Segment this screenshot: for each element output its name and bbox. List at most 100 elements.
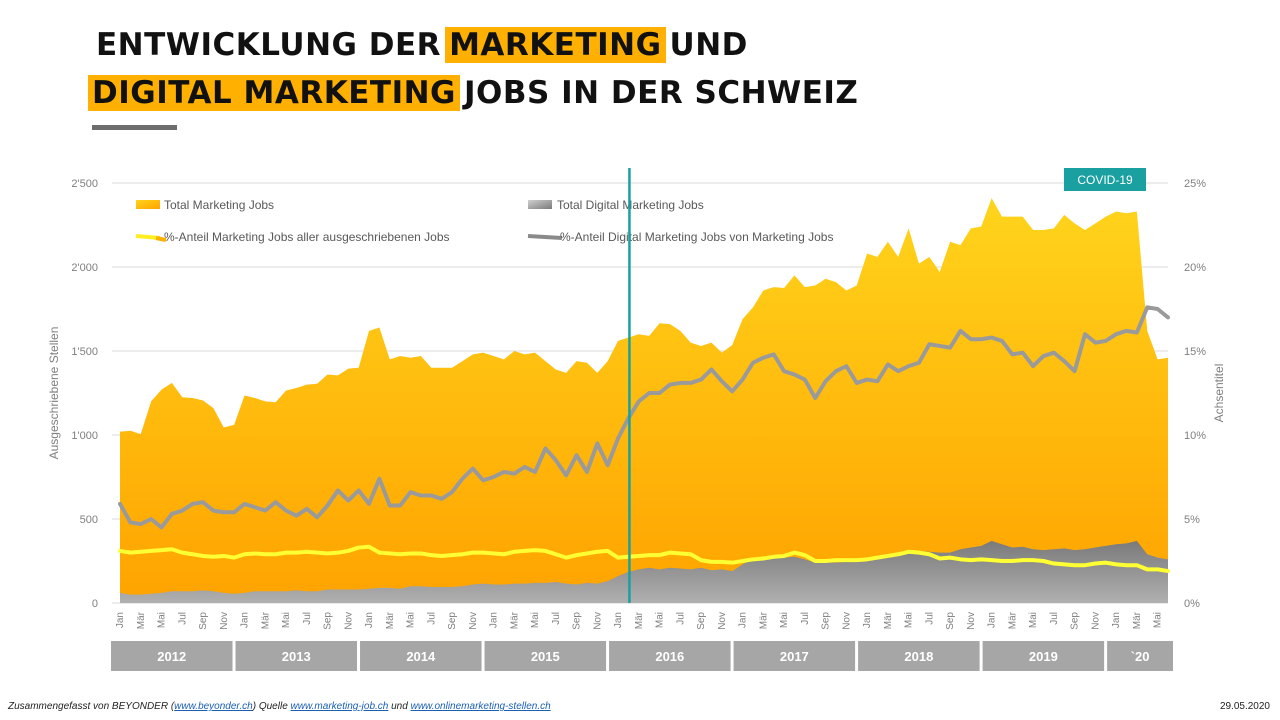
x-tick-label: Jul	[1049, 612, 1060, 625]
x-tick-label: Nov	[841, 612, 852, 630]
x-tick-label: Mai	[779, 612, 790, 628]
footer-source: Zusammengefasst von BEYONDER (www.beyond…	[8, 701, 551, 712]
title-text-1: ENTWICKLUNG DER	[96, 27, 442, 63]
legend-swatch-share-marketing	[135, 234, 161, 240]
footer-middle: ) Quelle	[252, 701, 288, 712]
title-highlight-2: DIGITAL MARKETING	[88, 75, 461, 111]
line-share-digital-marketing-jobs	[118, 305, 1170, 530]
legend-swatch-total	[136, 200, 160, 209]
footer-link-beyonder[interactable]: www.beyonder.ch	[174, 701, 253, 712]
y-tick-label-right: 5%	[1184, 514, 1200, 526]
x-tick-label: Mai	[655, 612, 666, 628]
x-tick-label: Nov	[219, 612, 230, 630]
x-tick-label: Jul	[551, 612, 562, 625]
x-tick-label: Mär	[883, 611, 894, 629]
y-tick-label-right: 15%	[1184, 346, 1206, 358]
x-tick-label: Nov	[1090, 612, 1101, 630]
y-tick-label-right: 25%	[1184, 178, 1206, 190]
x-tick-label: Mär	[1007, 611, 1018, 629]
y-axis-label-right: Achsentitel	[1212, 364, 1226, 423]
title-text-2: UND	[669, 27, 748, 63]
year-label: 2017	[780, 649, 809, 664]
footer-link-onlinemarketing[interactable]: www.onlinemarketing-stellen.ch	[410, 701, 551, 712]
y-axis-label-left: Ausgeschriebene Stellen	[47, 327, 61, 460]
x-tick-label: Mär	[385, 611, 396, 629]
legend: Total Marketing Jobs Total Digital Marke…	[135, 198, 833, 244]
year-box	[1107, 641, 1173, 671]
x-tick-label: Mär	[136, 611, 147, 629]
legend-label-share-digital: %-Anteil Digital Marketing Jobs von Mark…	[560, 230, 833, 244]
x-tick-label: Mai	[530, 612, 541, 628]
year-label: 2018	[904, 649, 933, 664]
x-tick-label: Jan	[115, 612, 126, 628]
x-tick-label: Mai	[904, 612, 915, 628]
year-box	[982, 641, 1105, 671]
x-tick-label: Mai	[406, 612, 417, 628]
year-box	[733, 641, 856, 671]
year-label: 2012	[157, 649, 186, 664]
y-tick-label-right: 20%	[1184, 262, 1206, 274]
title-line-2: DIGITAL MARKETING JOBS IN DER SCHWEIZ	[88, 75, 862, 111]
y-tick-label-right: 0%	[1184, 598, 1200, 610]
x-tick-label: Jan	[364, 612, 375, 628]
y-tick-label-left: 0	[92, 598, 98, 610]
legend-swatch-digital	[528, 200, 552, 209]
x-tick-label: Jan	[613, 612, 624, 628]
y-tick-label-left: 1'000	[71, 430, 98, 442]
covid-marker: COVID-19	[628, 168, 1146, 603]
x-tick-label: Mär	[758, 611, 769, 629]
year-box	[235, 641, 358, 671]
x-tick-label: Sep	[572, 612, 583, 630]
x-tick-label: Mär	[634, 611, 645, 629]
x-tick-label: Jul	[800, 612, 811, 625]
x-tick-label: Jan	[240, 612, 251, 628]
x-tick-label: Nov	[592, 612, 603, 630]
x-tick-label: Jul	[924, 612, 935, 625]
x-tick-label: Sep	[198, 612, 209, 630]
x-tick-label: Mai	[1028, 612, 1039, 628]
x-tick-label: Nov	[717, 612, 728, 630]
footer-link-marketing-job[interactable]: www.marketing-job.ch	[290, 701, 389, 712]
x-tick-label: Mär	[260, 611, 271, 629]
title-underline	[92, 125, 177, 130]
y-tick-label-left: 2'500	[71, 178, 98, 190]
y-tick-label-left: 500	[80, 514, 98, 526]
year-box	[360, 641, 482, 671]
x-tick-label: Nov	[343, 612, 354, 630]
covid-label-box	[1064, 168, 1146, 191]
x-tick-label: Sep	[323, 612, 334, 630]
year-label: 2015	[531, 649, 560, 664]
x-tick-label: Sep	[821, 612, 832, 630]
year-box	[609, 641, 731, 671]
x-tick-label: Mai	[157, 612, 168, 628]
axes: 0 0% 500 5% 1'000 10% 1'500 15% 2'000 20% 2'500 25%…	[47, 178, 1226, 630]
year-box	[858, 641, 980, 671]
year-box	[484, 641, 607, 671]
x-tick-label: Jul	[426, 612, 437, 625]
y-tick-label-left: 1'500	[71, 346, 98, 358]
legend-swatch-share-marketing-end	[155, 236, 167, 242]
y-tick-label-right: 10%	[1184, 430, 1206, 442]
x-tick-label: Jan	[489, 612, 500, 628]
footer-prefix: Zusammengefasst von BEYONDER (	[8, 701, 175, 712]
x-tick-label: Mai	[281, 612, 292, 628]
legend-label-total: Total Marketing Jobs	[164, 198, 274, 212]
year-boxes: 2012 2013 2014 2015 2016 2017 2018 2019 `20	[111, 641, 1173, 671]
x-tick-label: Mär	[509, 611, 520, 629]
y-tick-label-left: 2'000	[71, 262, 98, 274]
footer-und: und	[391, 701, 408, 712]
x-tick-label: Mai	[1153, 612, 1164, 628]
legend-swatch-share-digital	[527, 234, 563, 240]
x-tick-label: Jan	[862, 612, 873, 628]
year-label: `20	[1131, 649, 1150, 664]
x-tick-label: Jan	[987, 612, 998, 628]
title-line-1: ENTWICKLUNG DER MARKETING UND	[92, 27, 752, 63]
x-tick-label: Sep	[447, 612, 458, 630]
x-tick-label: Sep	[1070, 612, 1081, 630]
year-label: 2014	[406, 649, 436, 664]
x-tick-label: Sep	[945, 612, 956, 630]
year-box	[111, 641, 233, 671]
year-label: 2013	[282, 649, 311, 664]
lines	[118, 305, 1170, 574]
